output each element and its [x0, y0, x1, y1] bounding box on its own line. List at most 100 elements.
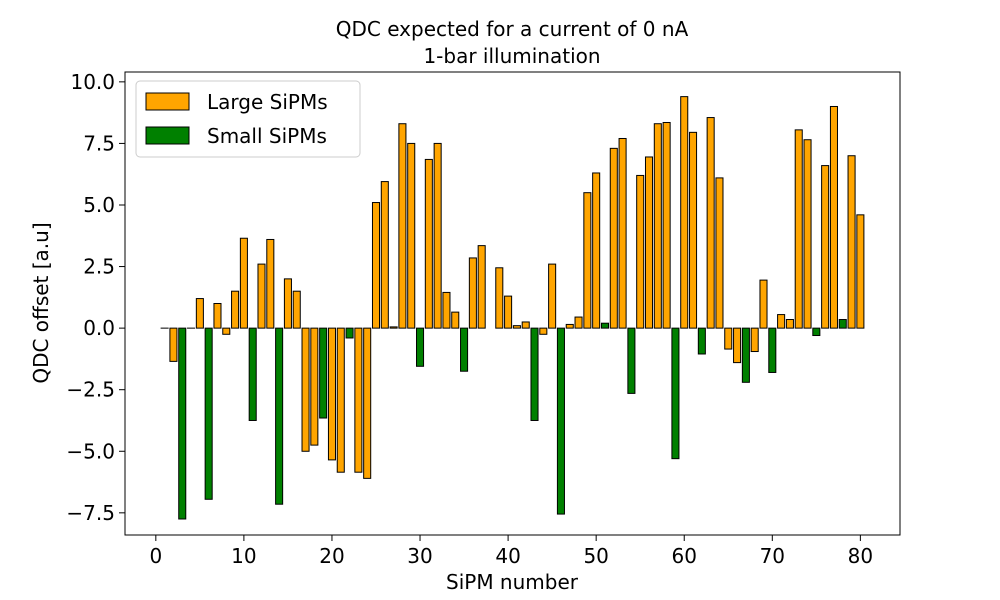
- bar-large-sipm-16: [292, 290, 301, 329]
- bar-large-sipm-50: [592, 172, 601, 329]
- bar-large-sipm-57: [653, 123, 662, 329]
- bar-large-sipm-52: [609, 147, 618, 329]
- bar-large-sipm-15: [283, 278, 292, 329]
- bar-large-sipm-23: [354, 327, 363, 473]
- y-tick-label-1: −5.0: [66, 439, 115, 463]
- bar-large-sipm-37: [477, 245, 486, 329]
- bar-small-sipm-78: [838, 319, 847, 329]
- y-tick-label-6: 7.5: [83, 131, 115, 155]
- legend-label-small: Small SiPMs: [207, 124, 327, 148]
- y-tick-label-5: 5.0: [83, 193, 115, 217]
- bar-large-sipm-39: [495, 267, 504, 329]
- bar-large-sipm-60: [680, 96, 689, 329]
- bar-small-sipm-59: [671, 327, 680, 460]
- bar-large-sipm-12: [257, 263, 266, 329]
- bar-large-sipm-71: [777, 314, 786, 329]
- bar-large-sipm-61: [689, 131, 698, 329]
- bar-large-sipm-66: [733, 327, 742, 364]
- bar-large-sipm-47: [565, 323, 574, 329]
- bar-large-sipm-44: [539, 327, 548, 335]
- bar-large-sipm-33: [442, 291, 451, 329]
- y-tick-label-2: −2.5: [66, 378, 115, 402]
- bar-large-sipm-13: [266, 238, 275, 329]
- x-axis-label: SiPM number: [446, 570, 579, 594]
- bar-small-sipm-3: [178, 327, 187, 520]
- bar-large-sipm-34: [451, 311, 460, 329]
- bar-large-sipm-18: [310, 327, 319, 446]
- bar-large-sipm-68: [750, 327, 759, 353]
- bar-large-sipm-63: [706, 117, 715, 329]
- bar-large-sipm-26: [380, 181, 389, 329]
- legend: Large SiPMs Small SiPMs: [135, 80, 361, 158]
- x-tick-label-60: 60: [672, 544, 697, 568]
- x-tick-label-70: 70: [760, 544, 785, 568]
- chart-subtitle: 1-bar illumination: [423, 44, 600, 68]
- bar-small-sipm-14: [275, 327, 284, 505]
- bar-large-sipm-65: [724, 327, 733, 350]
- bar-large-sipm-41: [512, 325, 521, 329]
- bar-small-sipm-6: [204, 327, 213, 500]
- bar-small-sipm-11: [248, 327, 257, 421]
- y-tick-label-7: 10.0: [70, 70, 115, 94]
- bar-large-sipm-8: [222, 327, 231, 335]
- bar-large-sipm-53: [618, 137, 627, 329]
- bar-small-sipm-30: [416, 327, 425, 367]
- bar-large-sipm-28: [398, 123, 407, 329]
- bar-large-sipm-74: [803, 139, 812, 329]
- bar-small-sipm-54: [627, 327, 636, 394]
- bar-large-sipm-21: [336, 327, 345, 473]
- bar-large-sipm-5: [195, 298, 204, 329]
- bar-large-sipm-76: [821, 165, 830, 329]
- bar-large-sipm-72: [785, 319, 794, 329]
- bar-large-sipm-31: [424, 158, 433, 329]
- bar-large-sipm-10: [239, 237, 248, 329]
- x-tick-label-80: 80: [848, 544, 873, 568]
- bar-large-sipm-24: [363, 327, 372, 479]
- y-tick-label-3: 0.0: [83, 316, 115, 340]
- bar-large-sipm-17: [301, 327, 310, 452]
- bar-large-sipm-69: [759, 279, 768, 329]
- bar-large-sipm-45: [548, 263, 557, 329]
- bar-small-sipm-35: [460, 327, 469, 372]
- bar-large-sipm-73: [794, 129, 803, 329]
- bar-small-sipm-67: [741, 327, 750, 383]
- bar-large-sipm-42: [521, 321, 530, 329]
- legend-box: [135, 80, 361, 158]
- bar-small-sipm-19: [319, 327, 328, 419]
- x-tick-label-0: 0: [149, 544, 162, 568]
- bar-large-sipm-49: [583, 192, 592, 329]
- bar-large-sipm-9: [231, 290, 240, 329]
- bar-large-sipm-40: [504, 295, 513, 329]
- bar-small-sipm-51: [600, 322, 610, 329]
- plot-frame: [124, 71, 901, 536]
- bar-small-sipm-43: [530, 327, 539, 421]
- bar-large-sipm-77: [829, 105, 838, 329]
- bar-large-sipm-29: [407, 142, 416, 329]
- bar-large-sipm-27: [389, 326, 398, 329]
- bar-small-sipm-22: [345, 327, 354, 339]
- bar-small-sipm-70: [768, 327, 777, 373]
- bar-large-sipm-58: [662, 121, 671, 329]
- bar-large-sipm-7: [213, 303, 222, 329]
- bars-layer: [160, 96, 865, 520]
- bar-small-sipm-75: [812, 327, 821, 337]
- y-tick-label-4: 2.5: [83, 255, 115, 279]
- bar-large-sipm-48: [574, 316, 583, 329]
- bar-large-sipm-2: [169, 327, 178, 362]
- x-tick-label-10: 10: [231, 544, 256, 568]
- y-axis-label: QDC offset [a.u]: [29, 222, 53, 383]
- bar-small-sipm-46: [556, 327, 565, 515]
- bar-small-sipm-62: [697, 327, 706, 355]
- x-tick-label-20: 20: [319, 544, 344, 568]
- bar-large-sipm-25: [371, 202, 381, 329]
- y-tick-label-0: −7.5: [66, 501, 115, 525]
- bar-large-sipm-32: [433, 142, 442, 329]
- bar-large-sipm-55: [636, 174, 645, 329]
- x-tick-label-40: 40: [495, 544, 520, 568]
- bar-large-sipm-64: [715, 177, 724, 329]
- bar-large-sipm-80: [856, 214, 865, 329]
- chart-title: QDC expected for a current of 0 nA: [336, 17, 689, 41]
- x-tick-label-30: 30: [407, 544, 432, 568]
- bar-large-sipm-79: [847, 155, 856, 329]
